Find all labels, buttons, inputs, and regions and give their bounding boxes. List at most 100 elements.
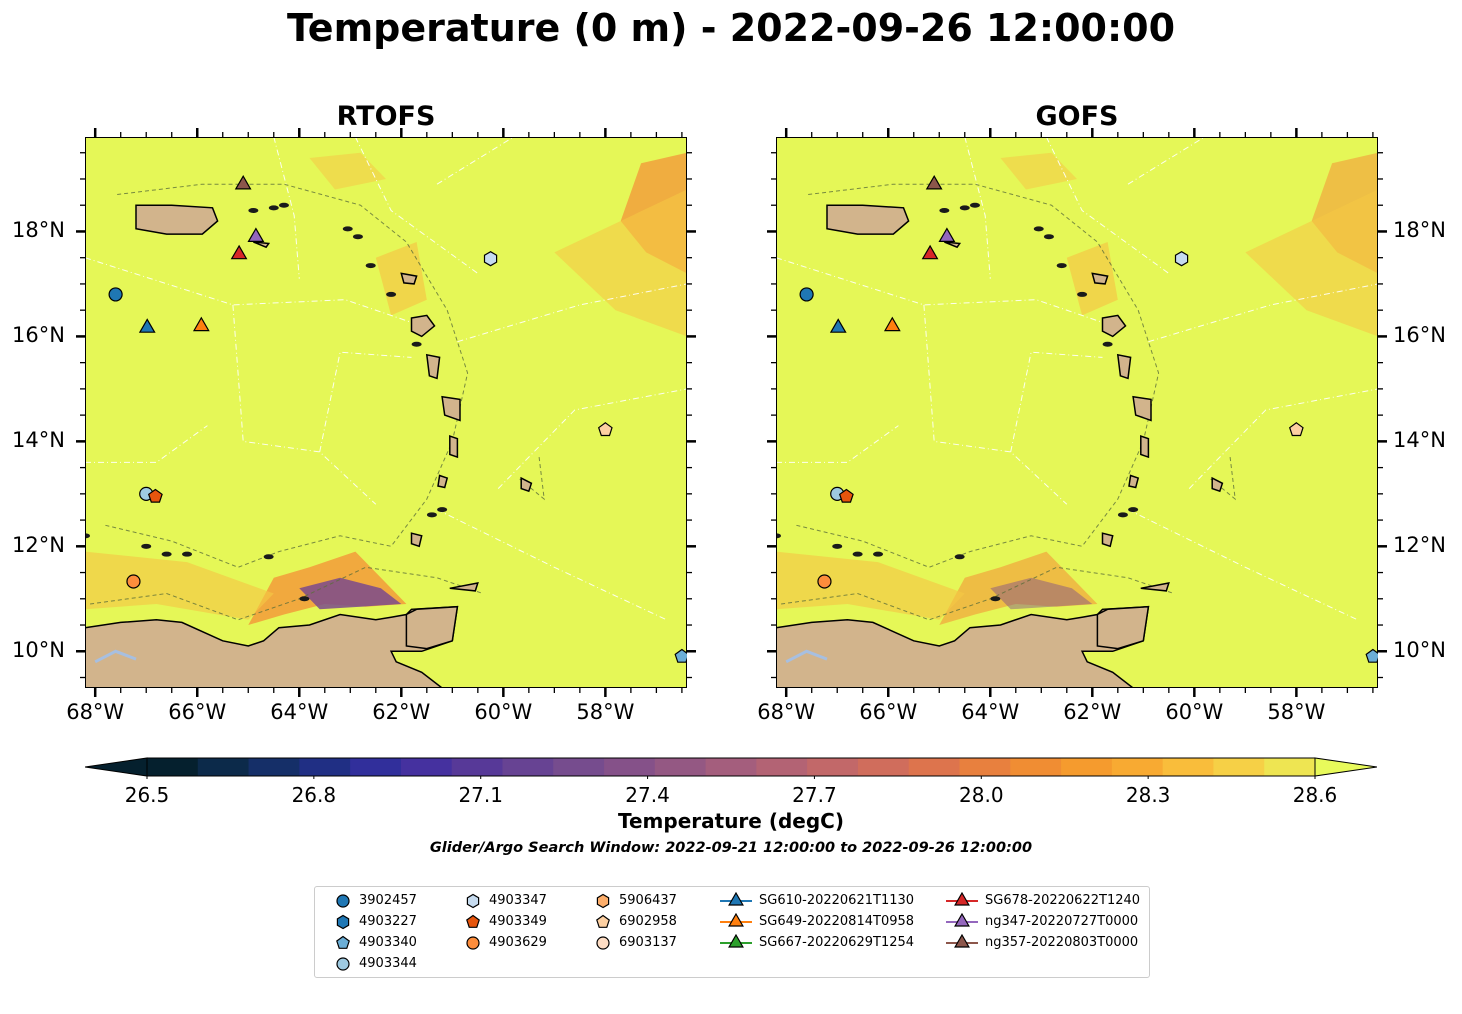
colorbar-segment <box>1010 758 1062 776</box>
eez-boundary <box>85 425 208 463</box>
legend-label: 5906437 <box>619 893 677 908</box>
marker-ng357-20220803t0000[interactable] <box>925 175 943 190</box>
small-island <box>1043 234 1054 240</box>
lon-tick-label: 62°W <box>1063 700 1122 724</box>
panel-title-rtofs: RTOFS <box>336 101 436 132</box>
colorbar-tick-label: 27.1 <box>458 783 503 807</box>
eez-boundary <box>457 283 687 343</box>
legend-marker-hexagon-icon <box>596 893 610 909</box>
colorbar-tick-label: 28.6 <box>1292 783 1338 807</box>
colorbar-segment <box>451 758 504 776</box>
colorbar <box>85 757 1377 779</box>
rtofs-map[interactable] <box>85 137 687 688</box>
small-island <box>299 596 310 602</box>
small-island <box>263 554 274 560</box>
island-land <box>400 272 418 285</box>
small-island <box>954 554 965 560</box>
lat-tick-label: 16°N <box>12 323 65 348</box>
marker-4903629[interactable] <box>817 574 832 589</box>
colorbar-segment <box>857 758 910 776</box>
lon-tick-label: 68°W <box>66 700 125 724</box>
marker-sg649-20220814t0958[interactable] <box>192 316 210 332</box>
cool-temperature-patch <box>299 577 402 610</box>
panel-title-gofs: GOFS <box>1035 101 1119 132</box>
eez-boundary <box>354 137 479 274</box>
small-island <box>437 507 448 513</box>
eez-boundary <box>273 137 300 279</box>
legend-marker-pentagon-icon <box>596 914 610 928</box>
small-island <box>1033 226 1044 232</box>
colorbar-segment <box>502 758 554 776</box>
colorbar-tick-label: 27.4 <box>625 783 670 807</box>
eez-boundary <box>1127 509 1358 621</box>
island-land <box>437 474 449 489</box>
legend-label: 4903227 <box>359 914 417 929</box>
map-axes-ticks <box>76 128 1387 697</box>
marker-sg649-20220814t0958[interactable] <box>883 316 901 332</box>
eez-boundary <box>497 388 687 489</box>
legend-label: 4903347 <box>489 893 547 908</box>
small-island <box>873 551 884 557</box>
legend-marker-triangle-icon <box>946 913 978 927</box>
lat-tick-label: 18°N <box>1393 218 1446 243</box>
small-island <box>939 207 950 213</box>
marker-sg678-20220622t1240[interactable] <box>921 244 939 260</box>
warm-temperature-patch <box>309 152 386 190</box>
marker-ng347-20220727t0000[interactable] <box>938 227 956 243</box>
marker-6902958[interactable] <box>1288 422 1304 437</box>
small-island <box>141 543 152 549</box>
colorbar-segment <box>756 758 808 776</box>
legend-marker-circle-icon <box>596 936 610 950</box>
lat-tick-label: 10°N <box>1393 638 1446 663</box>
marker-3902457[interactable] <box>799 287 814 302</box>
marker-4903349[interactable] <box>838 488 854 503</box>
marker-4903349[interactable] <box>147 488 163 503</box>
eez-boundary <box>776 257 1113 327</box>
marker-4903340[interactable] <box>1365 648 1378 663</box>
marker-3902457[interactable] <box>108 287 123 302</box>
trinidad-land <box>1096 605 1150 650</box>
marker-sg610-20220621t1130[interactable] <box>829 318 847 333</box>
colorbar-segment <box>553 758 605 776</box>
colorbar-tick-label: 26.5 <box>124 783 170 807</box>
figure-title: Temperature (0 m) - 2022-09-26 12:00:00 <box>286 6 1176 50</box>
marker-4903347[interactable] <box>483 251 498 267</box>
island-land <box>253 241 271 249</box>
marker-6902958[interactable] <box>597 422 613 437</box>
small-island <box>1128 507 1139 513</box>
marker-sg678-20220622t1240[interactable] <box>230 244 248 260</box>
small-island <box>1077 291 1088 297</box>
small-island <box>268 205 279 211</box>
marker-ng347-20220727t0000[interactable] <box>247 227 265 243</box>
lon-tick-label: 60°W <box>1165 700 1224 724</box>
colorbar-segment <box>1213 758 1265 776</box>
search-window-subtitle: Glider/Argo Search Window: 2022-09-21 12… <box>429 840 1033 856</box>
lon-tick-label: 60°W <box>474 700 533 724</box>
marker-4903629[interactable] <box>126 574 141 589</box>
colorbar-segment <box>1264 758 1316 776</box>
island-land <box>1091 272 1109 285</box>
marker-sg610-20220621t1130[interactable] <box>138 318 156 333</box>
legend-marker-triangle-icon <box>720 913 752 927</box>
colorbar-segment <box>1061 758 1113 776</box>
colorbar-segment <box>350 758 402 776</box>
legend-label: 3902457 <box>359 893 417 908</box>
marker-ng357-20220803t0000[interactable] <box>234 175 252 190</box>
small-island <box>969 202 980 208</box>
small-island <box>1056 263 1067 269</box>
eez-boundary <box>436 137 514 185</box>
gofs-map[interactable] <box>776 137 1378 688</box>
marker-4903340[interactable] <box>674 648 687 663</box>
legend: 3902457 4903227 4903340 4903344 4903347 49033… <box>314 886 1150 978</box>
marker-4903347[interactable] <box>1174 251 1189 267</box>
legend-marker-circle-icon <box>336 957 350 971</box>
small-island <box>852 551 863 557</box>
legend-label: ng347-20220727T0000 <box>985 914 1139 929</box>
small-island <box>959 205 970 211</box>
colorbar-title: Temperature (degC) <box>618 809 844 833</box>
island-land <box>410 532 423 548</box>
island-land <box>1132 395 1152 422</box>
small-island <box>776 533 781 539</box>
lat-tick-label: 12°N <box>1393 533 1446 558</box>
lat-tick-label: 14°N <box>1393 428 1446 453</box>
